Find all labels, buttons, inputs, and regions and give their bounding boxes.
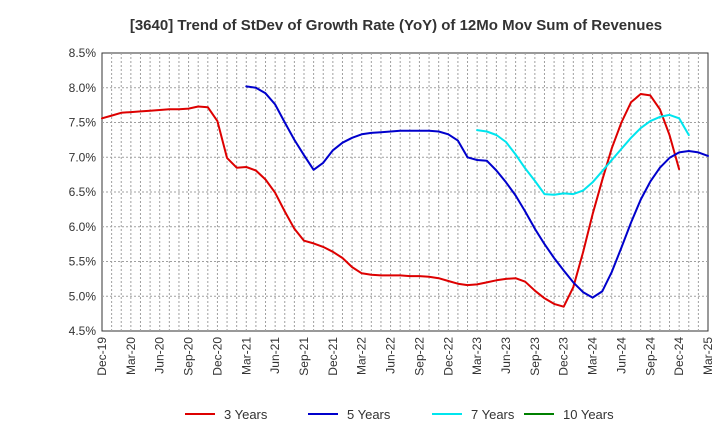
x-tick-label: Sep-21 [297,337,311,376]
x-tick-label: Sep-23 [528,337,542,376]
grid-layer [102,53,708,331]
y-tick-label: 6.5% [69,185,97,199]
y-axis: 8.5% 8.0% 7.5% 7.0% 6.5% 6.0% 5.5% 5.0% 4.5% [69,46,97,338]
x-tick-label: Dec-23 [557,337,571,376]
x-tick-label: Mar-22 [355,337,369,375]
x-tick-label: Dec-22 [441,337,455,376]
x-axis: Dec-19 Mar-20 Jun-20 Sep-20 Dec-20 Mar-21 Jun-… [95,337,715,376]
x-tick-label: Mar-20 [124,337,138,375]
y-tick-label: 5.5% [69,255,97,269]
y-tick-label: 6.0% [69,220,97,234]
x-tick-label: Sep-22 [412,337,426,376]
x-tick-label: Mar-24 [586,337,600,375]
y-tick-label: 7.0% [69,150,97,164]
y-tick-label: 5.0% [69,289,97,303]
x-tick-label: Jun-24 [614,337,628,374]
x-tick-label: Jun-20 [153,337,167,374]
x-tick-label: Mar-23 [470,337,484,375]
legend: 3 Years 5 Years 7 Years 10 Years [185,407,614,422]
y-tick-label: 7.5% [69,116,97,130]
x-tick-label: Dec-24 [672,337,686,376]
x-tick-label: Dec-21 [326,337,340,376]
x-tick-label: Mar-25 [701,337,715,375]
y-tick-label: 8.5% [69,46,97,60]
series-line-5-years [245,85,709,299]
x-tick-label: Jun-21 [268,337,282,374]
x-tick-label: Dec-19 [95,337,109,376]
series-layer [101,85,709,308]
series-line-7-years [476,113,690,196]
legend-label-7-years: 7 Years [471,407,515,422]
x-tick-label: Mar-21 [239,337,253,375]
y-tick-label: 4.5% [69,324,97,338]
legend-label-5-years: 5 Years [347,407,391,422]
x-tick-label: Sep-20 [182,337,196,376]
legend-label-3-years: 3 Years [224,407,268,422]
x-tick-label: Jun-22 [384,337,398,374]
x-tick-label: Jun-23 [499,337,513,374]
x-tick-label: Dec-20 [210,337,224,376]
x-tick-label: Sep-24 [643,337,657,376]
legend-label-10-years: 10 Years [563,407,614,422]
chart-title: [3640] Trend of StDev of Growth Rate (Yo… [130,17,662,34]
y-tick-label: 8.0% [69,81,97,95]
series-line-3-years [101,93,681,308]
plot-frame [101,52,709,332]
